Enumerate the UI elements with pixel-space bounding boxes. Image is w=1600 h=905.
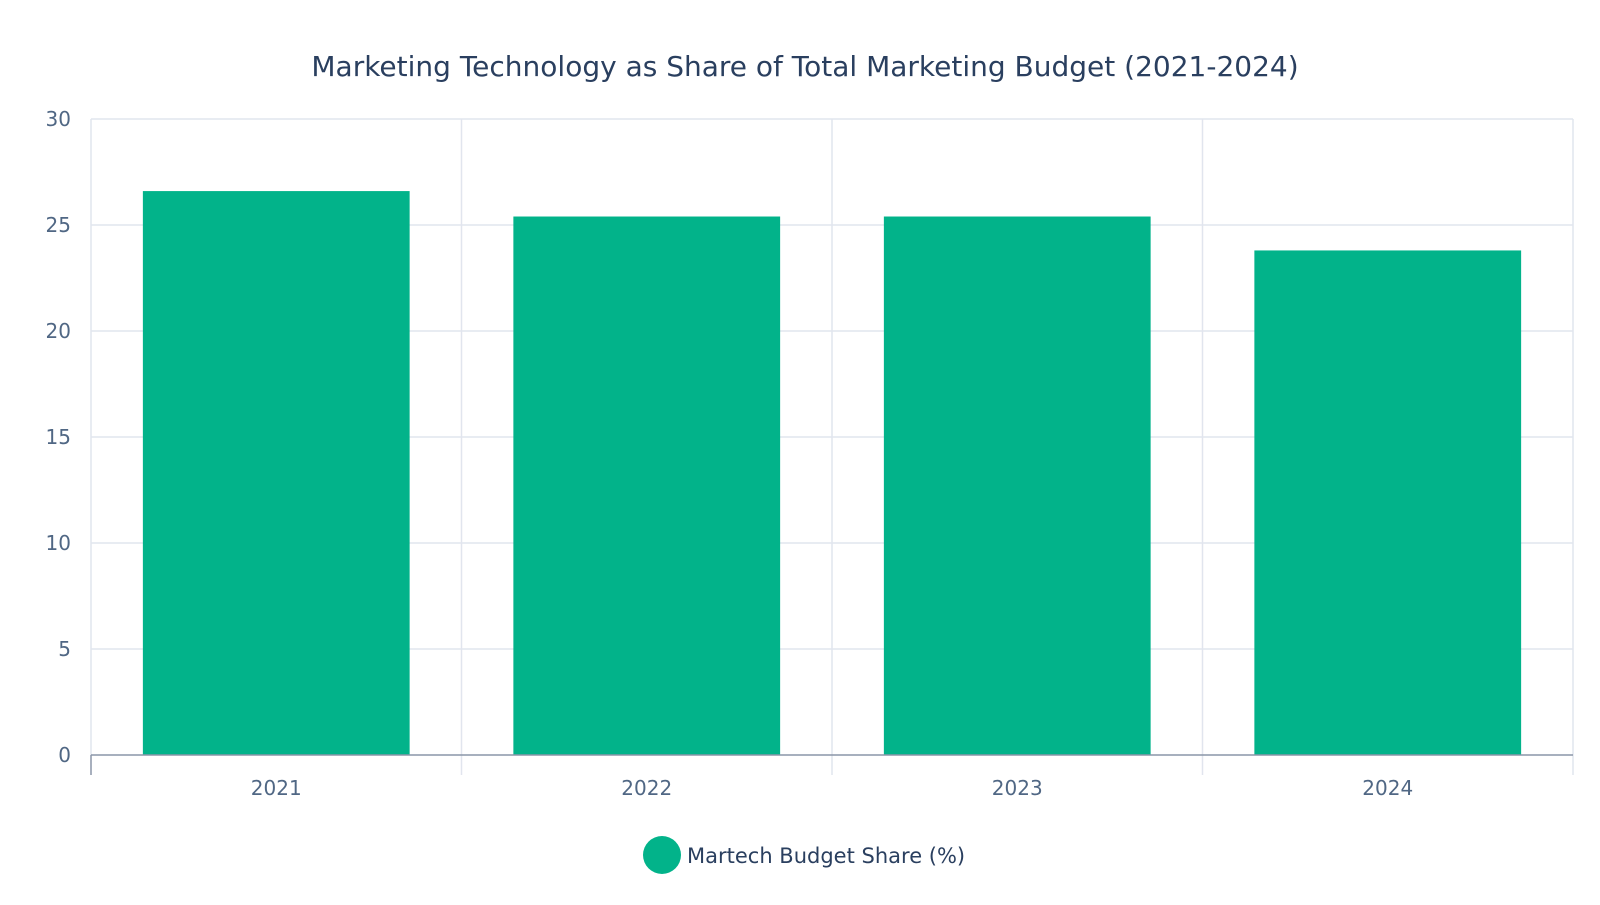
bar-2021	[142, 191, 410, 755]
y-tick-label: 20	[46, 319, 71, 343]
bar-2022	[513, 216, 781, 755]
legend-marker	[643, 836, 681, 874]
x-tick-label: 2021	[251, 776, 302, 800]
x-tick-label: 2024	[1362, 776, 1413, 800]
bars	[142, 191, 1522, 755]
y-tick-label: 0	[58, 743, 71, 767]
axes: 0 5 10 15 20 25 30 2021 2022 2023 2024	[46, 107, 1574, 800]
bar-2023	[883, 216, 1151, 755]
x-tick-label: 2022	[621, 776, 672, 800]
y-tick-label: 15	[46, 425, 71, 449]
bar-2024	[1254, 250, 1522, 755]
x-tick-label: 2023	[992, 776, 1043, 800]
legend[interactable]: Martech Budget Share (%)	[643, 836, 965, 874]
y-tick-label: 10	[46, 531, 71, 555]
y-tick-label: 5	[58, 637, 71, 661]
y-tick-label: 25	[46, 213, 71, 237]
legend-label: Martech Budget Share (%)	[687, 844, 965, 868]
chart-title: Marketing Technology as Share of Total M…	[311, 50, 1298, 83]
y-tick-label: 30	[46, 107, 71, 131]
